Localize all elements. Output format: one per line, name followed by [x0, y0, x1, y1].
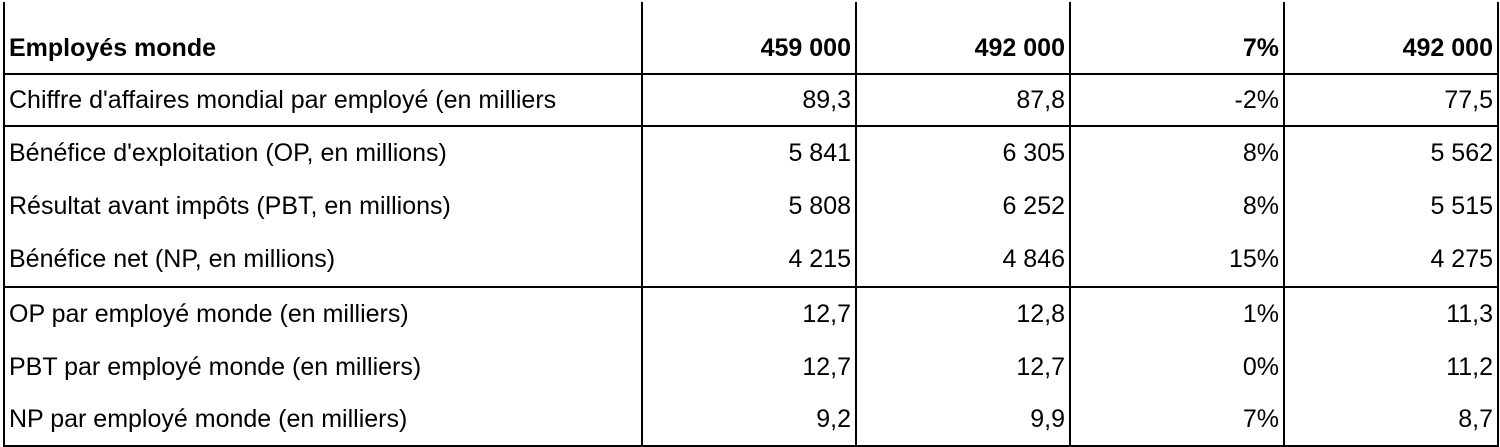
table-row: Bénéfice net (NP, en millions) 4 215 4 8…	[3, 232, 1499, 287]
value-cell[interactable]: 87,8	[856, 73, 1071, 126]
row-label-cell[interactable]: Résultat avant impôts (PBT, en millions)	[3, 179, 643, 232]
value-cell[interactable]: 1%	[1070, 286, 1285, 340]
value-cell[interactable]: 12,8	[856, 286, 1071, 340]
value-cell[interactable]: 0%	[1070, 340, 1285, 393]
value-cell[interactable]: 8,7	[1284, 393, 1499, 447]
row-label-cell[interactable]: Bénéfice d'exploitation (OP, en millions…	[3, 125, 643, 179]
value-cell[interactable]: 15%	[1070, 232, 1285, 287]
row-label-cell[interactable]: Employés monde	[3, 2, 643, 74]
spreadsheet-table-region: Employés monde 459 000 492 000 7% 492 00…	[3, 2, 1499, 447]
row-label-cell[interactable]: OP par employé monde (en milliers)	[3, 286, 643, 340]
value-cell[interactable]: 4 215	[642, 232, 857, 287]
row-label-cell[interactable]: PBT par employé monde (en milliers)	[3, 340, 643, 393]
value-cell[interactable]: 6 305	[856, 125, 1071, 179]
value-cell[interactable]: 492 000	[856, 2, 1071, 74]
value-cell[interactable]: 9,2	[642, 393, 857, 447]
value-cell[interactable]: 5 808	[642, 179, 857, 232]
value-cell[interactable]: 459 000	[642, 2, 857, 74]
value-cell[interactable]: 77,5	[1284, 73, 1499, 126]
value-cell[interactable]: -2%	[1070, 73, 1285, 126]
value-cell[interactable]: 7%	[1070, 393, 1285, 447]
value-cell[interactable]: 11,3	[1284, 286, 1499, 340]
table-row: NP par employé monde (en milliers) 9,2 9…	[3, 393, 1499, 447]
value-cell[interactable]: 4 275	[1284, 232, 1499, 287]
value-cell[interactable]: 12,7	[642, 286, 857, 340]
table-row: PBT par employé monde (en milliers) 12,7…	[3, 340, 1499, 393]
row-label-cell[interactable]: Chiffre d'affaires mondial par employé (…	[3, 73, 643, 126]
value-cell[interactable]: 7%	[1070, 2, 1285, 74]
value-cell[interactable]: 4 846	[856, 232, 1071, 287]
row-label-cell[interactable]: NP par employé monde (en milliers)	[3, 393, 643, 447]
table-row: Chiffre d'affaires mondial par employé (…	[3, 73, 1499, 126]
value-cell[interactable]: 89,3	[642, 73, 857, 126]
value-cell[interactable]: 5 562	[1284, 125, 1499, 179]
table-row: Bénéfice d'exploitation (OP, en millions…	[3, 125, 1499, 179]
value-cell[interactable]: 8%	[1070, 179, 1285, 232]
value-cell[interactable]: 11,2	[1284, 340, 1499, 393]
table-row: OP par employé monde (en milliers) 12,7 …	[3, 286, 1499, 340]
table-row: Résultat avant impôts (PBT, en millions)…	[3, 179, 1499, 232]
employee-metrics-table: Employés monde 459 000 492 000 7% 492 00…	[3, 2, 1499, 447]
value-cell[interactable]: 12,7	[856, 340, 1071, 393]
value-cell[interactable]: 492 000	[1284, 2, 1499, 74]
value-cell[interactable]: 5 515	[1284, 179, 1499, 232]
value-cell[interactable]: 9,9	[856, 393, 1071, 447]
value-cell[interactable]: 12,7	[642, 340, 857, 393]
row-label-cell[interactable]: Bénéfice net (NP, en millions)	[3, 232, 643, 287]
value-cell[interactable]: 6 252	[856, 179, 1071, 232]
table-row: Employés monde 459 000 492 000 7% 492 00…	[3, 2, 1499, 74]
value-cell[interactable]: 5 841	[642, 125, 857, 179]
value-cell[interactable]: 8%	[1070, 125, 1285, 179]
